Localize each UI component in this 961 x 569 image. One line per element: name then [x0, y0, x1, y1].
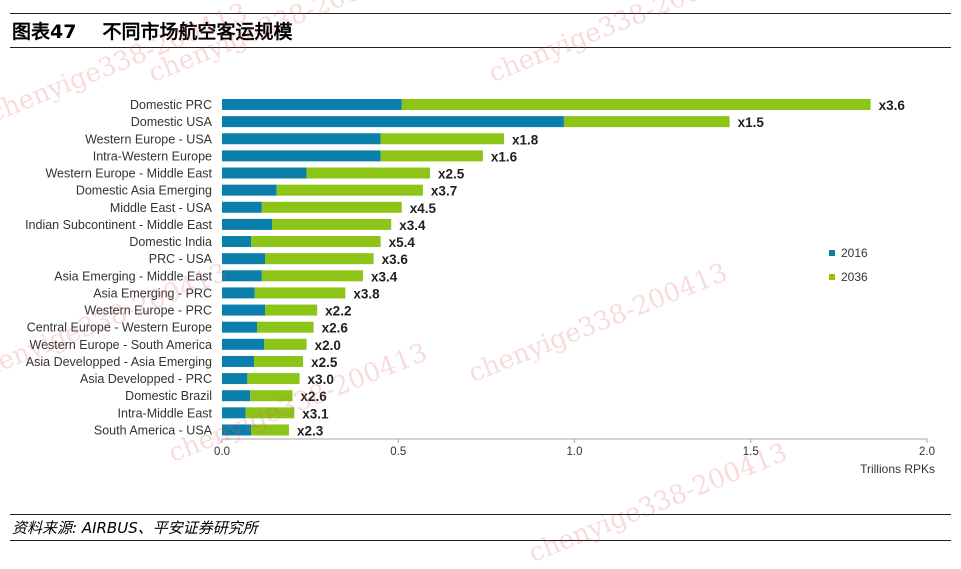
x-tick-label: 0.5: [390, 446, 406, 458]
bar-2036: [401, 99, 871, 110]
growth-multiplier-label: x1.5: [738, 115, 765, 130]
bar-2016: [222, 218, 273, 230]
category-label: Intra-Western Europe: [93, 149, 212, 163]
category-label: Intra-Middle East: [118, 406, 213, 420]
bar-2036: [251, 236, 381, 248]
growth-multiplier-label: x3.1: [302, 406, 329, 421]
growth-multiplier-label: x2.2: [325, 304, 351, 319]
x-tick-label: 2.0: [919, 446, 935, 458]
category-label: Asia Developped - Asia Emerging: [26, 355, 212, 369]
bar-2016: [222, 253, 266, 265]
category-label: Indian Subcontinent - Middle East: [25, 218, 212, 232]
bar-2016: [222, 116, 564, 128]
category-label: Asia Emerging - Middle East: [54, 269, 212, 283]
source-note: 资料来源: AIRBUS、平安证券研究所: [12, 519, 258, 537]
category-label: Asia Emerging - PRC: [93, 286, 212, 300]
bar-2016: [222, 201, 262, 213]
bar-2036: [272, 218, 392, 230]
category-label: Domestic PRC: [130, 98, 212, 112]
category-label: Asia Developped - PRC: [80, 372, 212, 386]
bar-2036: [254, 287, 346, 299]
top-rule: [10, 13, 951, 14]
bar-2036: [380, 150, 483, 162]
bar-2016: [222, 133, 381, 145]
category-label: Domestic India: [129, 235, 212, 249]
bottom-rule: [10, 540, 951, 541]
category-label: Central Europe - Western Europe: [27, 321, 212, 335]
bar-2016: [222, 236, 252, 248]
growth-multiplier-label: x2.0: [315, 338, 341, 353]
category-label: Domestic Asia Emerging: [76, 184, 212, 198]
bar-2016: [222, 390, 251, 402]
category-label: Western Europe - PRC: [84, 304, 212, 318]
bar-2036: [265, 253, 374, 265]
bar-2036: [261, 270, 363, 282]
legend-swatch-2016: [829, 250, 835, 256]
bar-2016: [222, 99, 402, 110]
footer-rule: [10, 514, 951, 515]
figure-header: 图表47 不同市场航空客运规模: [10, 15, 951, 46]
growth-multiplier-label: x2.5: [311, 355, 338, 370]
bar-2036: [265, 304, 318, 316]
figure-number: 图表47: [12, 21, 77, 43]
bar-2036: [276, 184, 423, 196]
figure-title: 不同市场航空客运规模: [102, 21, 293, 43]
bar-2016: [222, 321, 258, 333]
x-tick-label: 0.0: [214, 446, 230, 458]
growth-multiplier-label: x2.6: [301, 389, 328, 404]
title-rule: [10, 47, 951, 48]
legend-label-2016: 2016: [841, 246, 868, 260]
growth-multiplier-label: x3.4: [371, 269, 398, 284]
category-label: South America - USA: [94, 423, 213, 437]
bar-2036: [380, 133, 504, 145]
bar-2016: [222, 355, 255, 367]
bar-2036: [563, 116, 730, 128]
bar-2016: [222, 270, 262, 282]
growth-multiplier-label: x1.6: [491, 149, 518, 164]
category-label: Western Europe - South America: [30, 338, 213, 352]
category-label: PRC - USA: [149, 252, 213, 266]
bar-2016: [222, 150, 381, 162]
growth-multiplier-label: x2.6: [322, 321, 349, 336]
stacked-bar-chart: Domestic PRC x3.6 Domestic USA x1.5 Western …: [25, 98, 935, 476]
category-label: Middle East - USA: [110, 201, 213, 215]
category-label: Domestic USA: [131, 115, 213, 129]
x-tick-label: 1.0: [567, 446, 583, 458]
bar-2016: [222, 373, 248, 385]
bar-2016: [222, 184, 277, 196]
bar-2016: [222, 338, 265, 350]
legend-swatch-2036: [829, 274, 835, 280]
growth-multiplier-label: x4.5: [410, 201, 437, 216]
bar-2016: [222, 407, 246, 419]
growth-multiplier-label: x3.7: [431, 184, 457, 199]
bar-2016: [222, 424, 252, 436]
bar-2036: [306, 167, 430, 179]
bar-2016: [222, 304, 266, 316]
growth-multiplier-label: x3.4: [399, 218, 426, 233]
growth-multiplier-label: x3.0: [308, 372, 334, 387]
growth-multiplier-label: x3.6: [382, 252, 409, 267]
bar-2036: [245, 407, 295, 419]
bar-2036: [247, 373, 300, 385]
category-label: Western Europe - Middle East: [45, 167, 212, 181]
bar-2036: [261, 201, 402, 213]
bar-2036: [251, 424, 289, 436]
growth-multiplier-label: x1.8: [512, 132, 539, 147]
bar-2016: [222, 287, 255, 299]
bar-2036: [264, 338, 307, 350]
bar-2016: [222, 167, 307, 179]
bar-2036: [250, 390, 293, 402]
growth-multiplier-label: x2.5: [438, 167, 465, 182]
bar-2036: [254, 355, 304, 367]
category-label: Domestic Brazil: [125, 389, 212, 403]
x-tick-label: 1.5: [743, 446, 759, 458]
legend-label-2036: 2036: [841, 270, 868, 284]
bar-2036: [257, 321, 314, 333]
x-axis-title: Trillions RPKs: [860, 462, 935, 476]
category-label: Western Europe - USA: [85, 132, 213, 146]
growth-multiplier-label: x5.4: [389, 235, 416, 250]
growth-multiplier-label: x3.6: [879, 98, 906, 113]
growth-multiplier-label: x2.3: [297, 423, 324, 438]
growth-multiplier-label: x3.8: [353, 286, 380, 301]
